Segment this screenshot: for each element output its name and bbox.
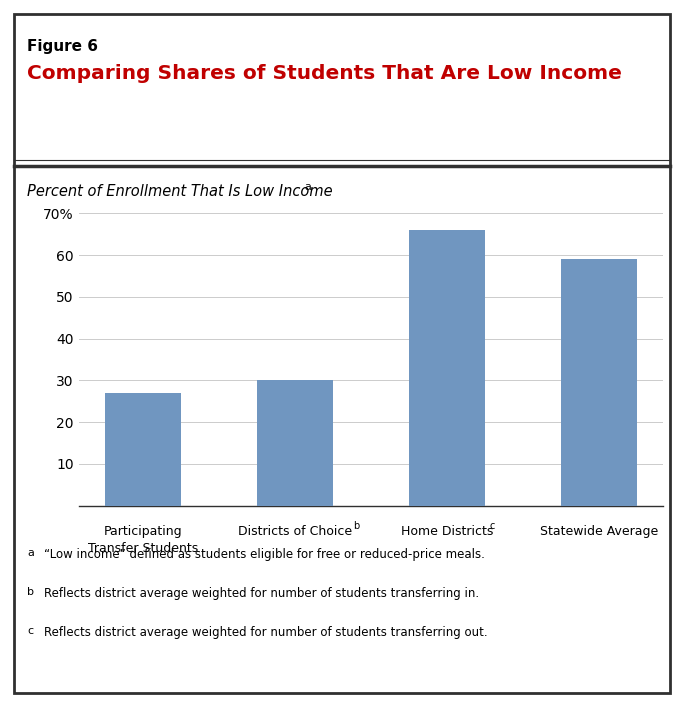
Text: Figure 6: Figure 6	[27, 39, 98, 54]
Text: Reflects district average weighted for number of students transferring out.: Reflects district average weighted for n…	[44, 626, 488, 638]
Text: Participating: Participating	[104, 525, 183, 538]
Text: c: c	[27, 626, 34, 636]
Text: a: a	[304, 182, 311, 192]
Bar	[257, 380, 333, 506]
Text: Home Districts: Home Districts	[401, 525, 493, 538]
Text: Comparing Shares of Students That Are Low Income: Comparing Shares of Students That Are Lo…	[27, 64, 622, 83]
Text: Reflects district average weighted for number of students transferring in.: Reflects district average weighted for n…	[44, 587, 479, 600]
Text: Statewide Average: Statewide Average	[540, 525, 658, 538]
Bar	[409, 230, 485, 506]
Bar	[105, 393, 181, 506]
Text: Transfer Students: Transfer Students	[88, 542, 198, 554]
Text: Percent of Enrollment That Is Low Income: Percent of Enrollment That Is Low Income	[27, 184, 333, 199]
Bar	[561, 259, 637, 506]
Text: Districts of Choice: Districts of Choice	[238, 525, 352, 538]
Text: a: a	[27, 548, 34, 558]
Text: c: c	[490, 521, 495, 531]
Text: “Low income” defined as students eligible for free or reduced-price meals.: “Low income” defined as students eligibl…	[44, 548, 486, 561]
Text: b: b	[27, 587, 34, 597]
Text: b: b	[353, 521, 359, 531]
